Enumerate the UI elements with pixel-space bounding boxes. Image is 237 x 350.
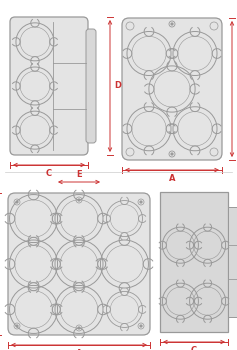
FancyBboxPatch shape: [8, 193, 150, 335]
Circle shape: [171, 153, 173, 155]
Circle shape: [140, 325, 142, 327]
Circle shape: [16, 325, 18, 327]
Text: B: B: [236, 84, 237, 93]
Text: C: C: [46, 169, 52, 178]
Bar: [228, 207, 237, 317]
Circle shape: [78, 327, 80, 329]
Text: C: C: [191, 346, 197, 350]
Text: A: A: [76, 349, 82, 350]
FancyBboxPatch shape: [10, 17, 88, 155]
Text: A: A: [169, 174, 175, 183]
Circle shape: [16, 201, 18, 203]
Circle shape: [78, 199, 80, 201]
Bar: [160, 192, 228, 332]
Circle shape: [171, 23, 173, 25]
Text: E: E: [76, 170, 82, 179]
FancyBboxPatch shape: [86, 29, 96, 143]
Circle shape: [140, 201, 142, 203]
Text: D: D: [114, 82, 121, 91]
FancyBboxPatch shape: [122, 18, 222, 160]
